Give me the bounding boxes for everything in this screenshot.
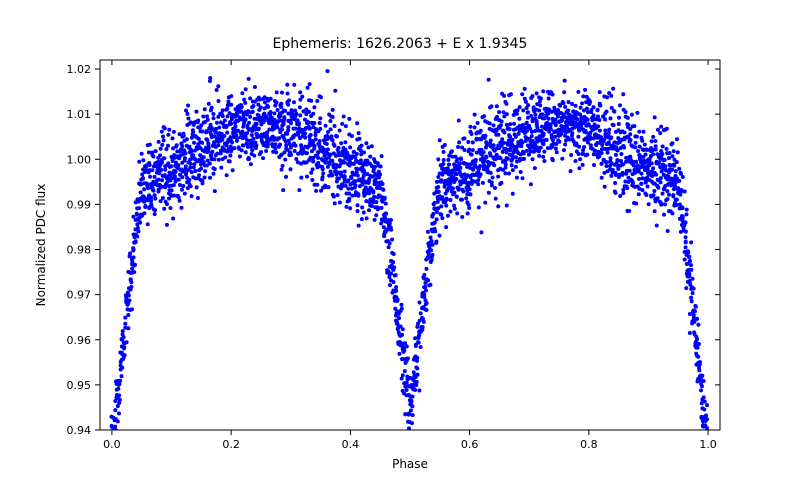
chart-title: Ephemeris: 1626.2063 + E x 1.9345 (0, 36, 800, 52)
phase-folded-lightcurve-chart: Ephemeris: 1626.2063 + E x 1.9345 0.0 0.2… (0, 0, 800, 500)
svg-text:1.01: 1.01 (67, 108, 92, 121)
svg-text:0.6: 0.6 (461, 438, 479, 451)
x-axis-label: Phase (392, 457, 428, 471)
svg-text:0.0: 0.0 (103, 438, 121, 451)
svg-text:0.8: 0.8 (580, 438, 598, 451)
svg-text:0.99: 0.99 (67, 198, 92, 211)
svg-text:0.94: 0.94 (67, 424, 92, 437)
y-axis-label: Normalized PDC flux (34, 184, 48, 307)
svg-text:0.96: 0.96 (67, 334, 92, 347)
svg-text:1.02: 1.02 (67, 63, 92, 76)
svg-text:1.00: 1.00 (67, 153, 92, 166)
svg-text:0.97: 0.97 (67, 289, 92, 302)
svg-text:0.98: 0.98 (67, 244, 92, 257)
plot-svg: 0.0 0.2 0.4 0.6 0.8 1.0 0.94 0.95 0.96 0.97 0.98 0.… (0, 0, 800, 500)
svg-text:1.0: 1.0 (699, 438, 717, 451)
svg-text:0.95: 0.95 (67, 379, 92, 392)
svg-text:0.4: 0.4 (342, 438, 360, 451)
svg-text:0.2: 0.2 (222, 438, 240, 451)
